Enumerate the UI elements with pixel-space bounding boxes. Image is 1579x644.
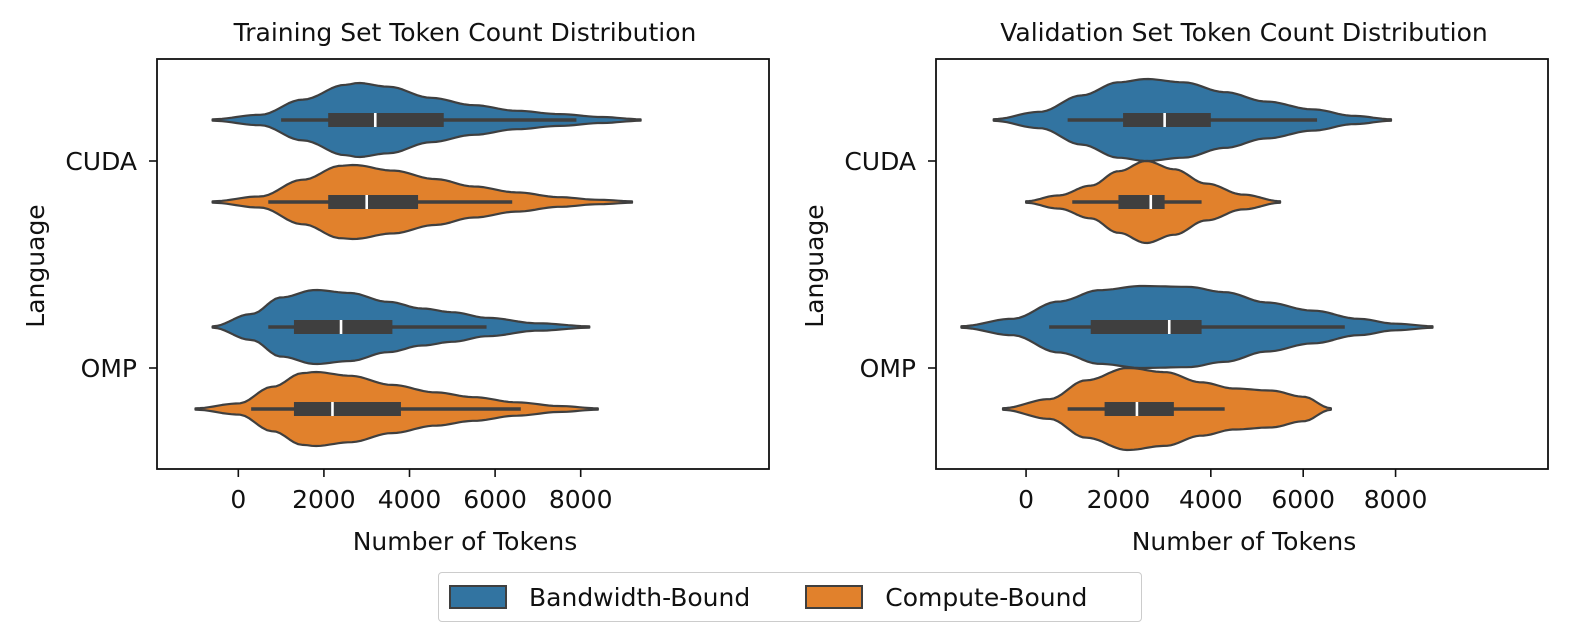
training-xtick-label: 2000 [292, 485, 356, 514]
validation-ylabel: Language [800, 204, 829, 327]
validation-violin-omp-compute-iqr-box [1104, 402, 1174, 416]
validation-xtick-label: 2000 [1087, 485, 1151, 514]
training-title: Training Set Token Count Distribution [233, 18, 697, 47]
training-axes-frame [156, 58, 770, 470]
training-violin-omp-bandwidth-iqr-box [293, 320, 393, 334]
training-xtick-label: 6000 [463, 485, 527, 514]
training-xtick-label: 4000 [378, 485, 442, 514]
validation-ytick-label: OMP [860, 354, 916, 383]
validation-xtick-label: 0 [1018, 485, 1034, 514]
validation-violin-cuda-compute-iqr-box [1118, 195, 1165, 209]
training-xtick-label: 0 [230, 485, 246, 514]
training-ylabel: Language [21, 204, 50, 327]
training-violin-omp-compute-iqr-box [293, 402, 401, 416]
validation-xtick-label: 8000 [1364, 485, 1428, 514]
training-plot: Training Set Token Count Distribution La… [21, 18, 770, 556]
validation-xlabel: Number of Tokens [1132, 527, 1357, 556]
training-xlabel: Number of Tokens [353, 527, 578, 556]
legend-label-bandwidth: Bandwidth-Bound [529, 582, 751, 612]
validation-violin-cuda-bandwidth-iqr-box [1123, 113, 1211, 127]
training-ytick-label: OMP [81, 354, 137, 383]
validation-axes-frame [935, 58, 1549, 470]
training-ytick-label: CUDA [65, 147, 137, 176]
validation-ytick-label: CUDA [844, 147, 916, 176]
training-violin-cuda-bandwidth-iqr-box [328, 113, 444, 127]
legend-item-compute: Compute-Bound [805, 583, 1087, 612]
validation-xtick-label: 6000 [1271, 485, 1335, 514]
validation-violin-omp-bandwidth-iqr-box [1090, 320, 1202, 334]
legend-swatch-bandwidth [449, 585, 507, 609]
legend-label-compute: Compute-Bound [885, 582, 1088, 612]
validation-plot: Validation Set Token Count Distribution … [800, 18, 1549, 556]
legend: Bandwidth-Bound Compute-Bound [438, 572, 1142, 622]
legend-item-bandwidth: Bandwidth-Bound [449, 583, 750, 612]
legend-swatch-compute [805, 585, 864, 609]
validation-xtick-label: 4000 [1179, 485, 1243, 514]
training-violin-cuda-compute-iqr-box [328, 195, 419, 209]
training-xtick-label: 8000 [549, 485, 613, 514]
validation-title: Validation Set Token Count Distribution [1000, 18, 1488, 47]
